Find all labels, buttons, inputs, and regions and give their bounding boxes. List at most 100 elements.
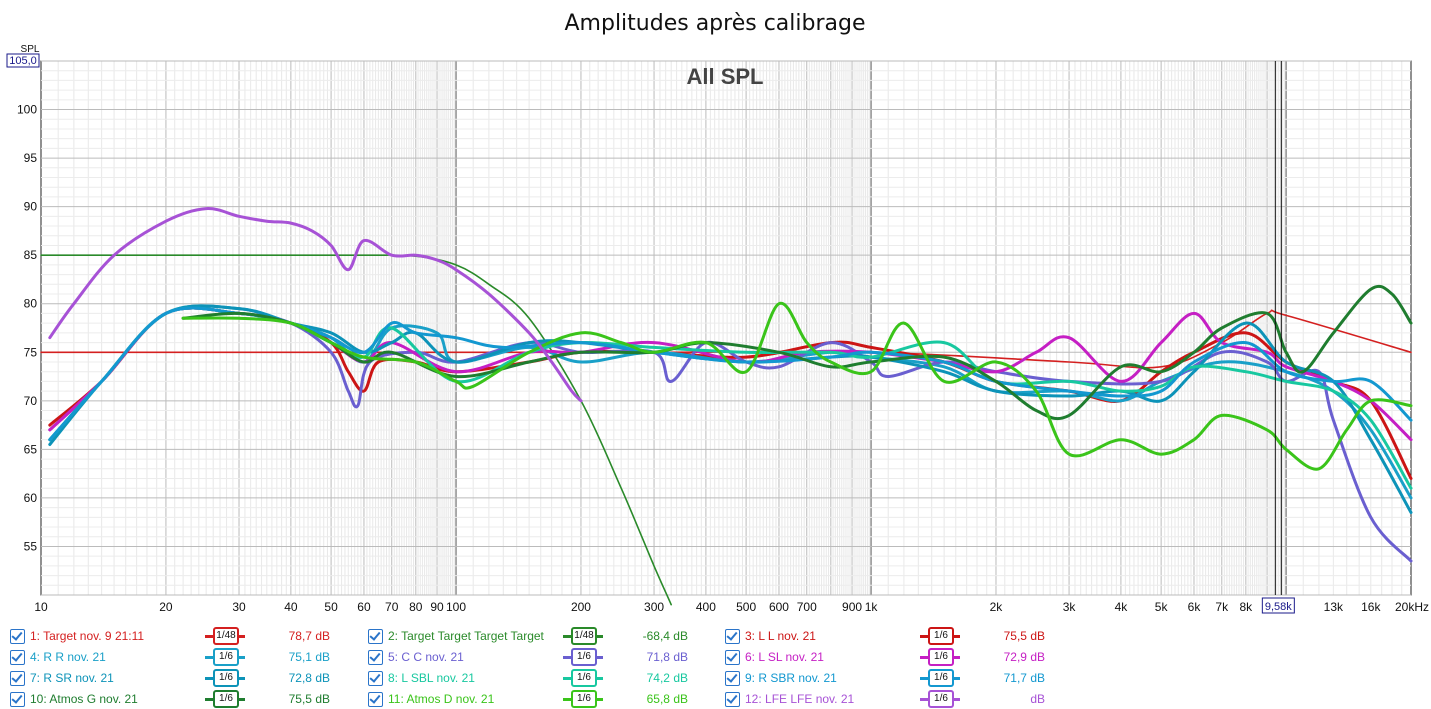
legend-smoothing-swatch[interactable]: 1/48 [563, 626, 603, 646]
legend-checkbox[interactable] [10, 629, 25, 644]
legend-smoothing-swatch[interactable]: 1/6 [205, 668, 245, 688]
x-tick-label: 80 [409, 600, 423, 614]
legend-item[interactable]: 12: LFE LFE nov. 21 1/6 dB [725, 689, 1065, 709]
legend-smoothing-swatch[interactable]: 1/6 [920, 689, 960, 709]
legend-value: dB [1030, 692, 1045, 706]
legend-smoothing-label: 1/48 [571, 627, 597, 645]
legend-series-name: 11: Atmos D nov. 21 [388, 692, 495, 706]
series-line-10[interactable] [181, 284, 1413, 421]
legend-value: 72,8 dB [288, 671, 330, 685]
x-tick-label: 2k [990, 600, 1004, 614]
legend-value: 72,9 dB [1003, 650, 1045, 664]
x-tick-label: 20kHz [1395, 600, 1429, 614]
series-line-12[interactable] [48, 207, 583, 403]
x-tick-label: 30 [232, 600, 246, 614]
series-legend: 1: Target nov. 9 21:11 1/48 78,7 dB 2: Targ… [0, 622, 1431, 709]
legend-item[interactable]: 11: Atmos D nov. 21 1/6 65,8 dB [368, 689, 708, 709]
y-tick-label: 70 [24, 394, 38, 408]
legend-smoothing-label: 1/6 [571, 669, 597, 687]
y-tick-label: 80 [24, 297, 38, 311]
legend-smoothing-swatch[interactable]: 1/6 [205, 689, 245, 709]
legend-checkbox[interactable] [725, 692, 740, 707]
x-tick-label: 5k [1155, 600, 1169, 614]
legend-checkbox[interactable] [10, 671, 25, 686]
x-tick-label: 7k [1215, 600, 1229, 614]
legend-smoothing-swatch[interactable]: 1/6 [205, 647, 245, 667]
legend-checkbox[interactable] [368, 671, 383, 686]
legend-value: 75,1 dB [288, 650, 330, 664]
legend-series-name: 1: Target nov. 9 21:11 [30, 629, 145, 643]
legend-item[interactable]: 10: Atmos G nov. 21 1/6 75,5 dB [10, 689, 350, 709]
legend-value: 71,8 dB [646, 650, 688, 664]
legend-checkbox[interactable] [368, 650, 383, 665]
legend-checkbox[interactable] [725, 629, 740, 644]
legend-item[interactable]: 1: Target nov. 9 21:11 1/48 78,7 dB [10, 626, 350, 646]
legend-smoothing-swatch[interactable]: 1/48 [205, 626, 245, 646]
x-tick-label: 900 [842, 600, 862, 614]
x-tick-label: 100 [446, 600, 466, 614]
x-tick-label: 700 [797, 600, 817, 614]
frequency-cursor[interactable]: 9,58k [1261, 61, 1295, 614]
legend-series-name: 8: L SBL nov. 21 [388, 671, 475, 685]
y-tick-label: 90 [24, 200, 38, 214]
plot-grid [40, 60, 1412, 596]
cursor-readout: 9,58k [1265, 601, 1292, 613]
legend-smoothing-label: 1/6 [928, 627, 954, 645]
legend-checkbox[interactable] [10, 650, 25, 665]
legend-smoothing-swatch[interactable]: 1/6 [920, 668, 960, 688]
legend-smoothing-swatch[interactable]: 1/6 [563, 647, 603, 667]
legend-checkbox[interactable] [10, 692, 25, 707]
x-tick-label: 6k [1188, 600, 1202, 614]
legend-item[interactable]: 4: R R nov. 21 1/6 75,1 dB [10, 647, 350, 667]
legend-smoothing-swatch[interactable]: 1/6 [920, 626, 960, 646]
x-tick-label: 60 [357, 600, 371, 614]
legend-checkbox[interactable] [725, 650, 740, 665]
x-tick-label: 70 [385, 600, 399, 614]
x-tick-label: 10 [34, 600, 48, 614]
x-tick-label: 13k [1324, 600, 1344, 614]
legend-series-name: 9: R SBR nov. 21 [745, 671, 837, 685]
y-tick-label: 65 [24, 442, 38, 456]
chart-title: Amplitudes après calibrage [565, 11, 866, 36]
legend-item[interactable]: 9: R SBR nov. 21 1/6 71,7 dB [725, 668, 1065, 688]
series-line-2[interactable] [40, 254, 672, 606]
series-lines[interactable] [40, 207, 1413, 606]
legend-smoothing-swatch[interactable]: 1/6 [563, 668, 603, 688]
x-tick-label: 50 [324, 600, 338, 614]
legend-smoothing-swatch[interactable]: 1/6 [920, 647, 960, 667]
legend-smoothing-label: 1/6 [928, 669, 954, 687]
legend-series-name: 12: LFE LFE nov. 21 [745, 692, 855, 706]
y-axis-label: SPL [21, 44, 40, 55]
x-tick-label: 8k [1240, 600, 1254, 614]
legend-item[interactable]: 8: L SBL nov. 21 1/6 74,2 dB [368, 668, 708, 688]
legend-item[interactable]: 2: Target Target Target Target Target 1/4… [368, 626, 708, 646]
x-tick-label: 400 [696, 600, 716, 614]
legend-series-name: 4: R R nov. 21 [30, 650, 106, 664]
y-top-readout: 105,0 [6, 53, 40, 68]
legend-value: 74,2 dB [646, 671, 688, 685]
legend-value: 71,7 dB [1003, 671, 1045, 685]
x-tick-label: 3k [1063, 600, 1077, 614]
legend-series-name: 10: Atmos G nov. 21 [30, 692, 138, 706]
y-tick-label: 60 [24, 491, 38, 505]
legend-checkbox[interactable] [368, 629, 383, 644]
legend-checkbox[interactable] [368, 692, 383, 707]
x-tick-label: 1k [865, 600, 879, 614]
y-tick-label: 85 [24, 248, 38, 262]
legend-item[interactable]: 3: L L nov. 21 1/6 75,5 dB [725, 626, 1065, 646]
legend-item[interactable]: 5: C C nov. 21 1/6 71,8 dB [368, 647, 708, 667]
legend-value: 75,5 dB [1003, 629, 1045, 643]
legend-value: -68,4 dB [642, 629, 688, 643]
legend-value: 78,7 dB [288, 629, 330, 643]
x-tick-label: 20 [159, 600, 173, 614]
series-line-11[interactable] [181, 302, 1413, 471]
legend-item[interactable]: 6: L SL nov. 21 1/6 72,9 dB [725, 647, 1065, 667]
legend-checkbox[interactable] [725, 671, 740, 686]
y-tick-label: 55 [24, 539, 38, 553]
legend-item[interactable]: 7: R SR nov. 21 1/6 72,8 dB [10, 668, 350, 688]
legend-smoothing-swatch[interactable]: 1/6 [563, 689, 603, 709]
x-tick-label: 90 [430, 600, 444, 614]
legend-series-name: 2: Target Target Target Target Target [388, 629, 546, 643]
x-tick-label: 40 [284, 600, 298, 614]
